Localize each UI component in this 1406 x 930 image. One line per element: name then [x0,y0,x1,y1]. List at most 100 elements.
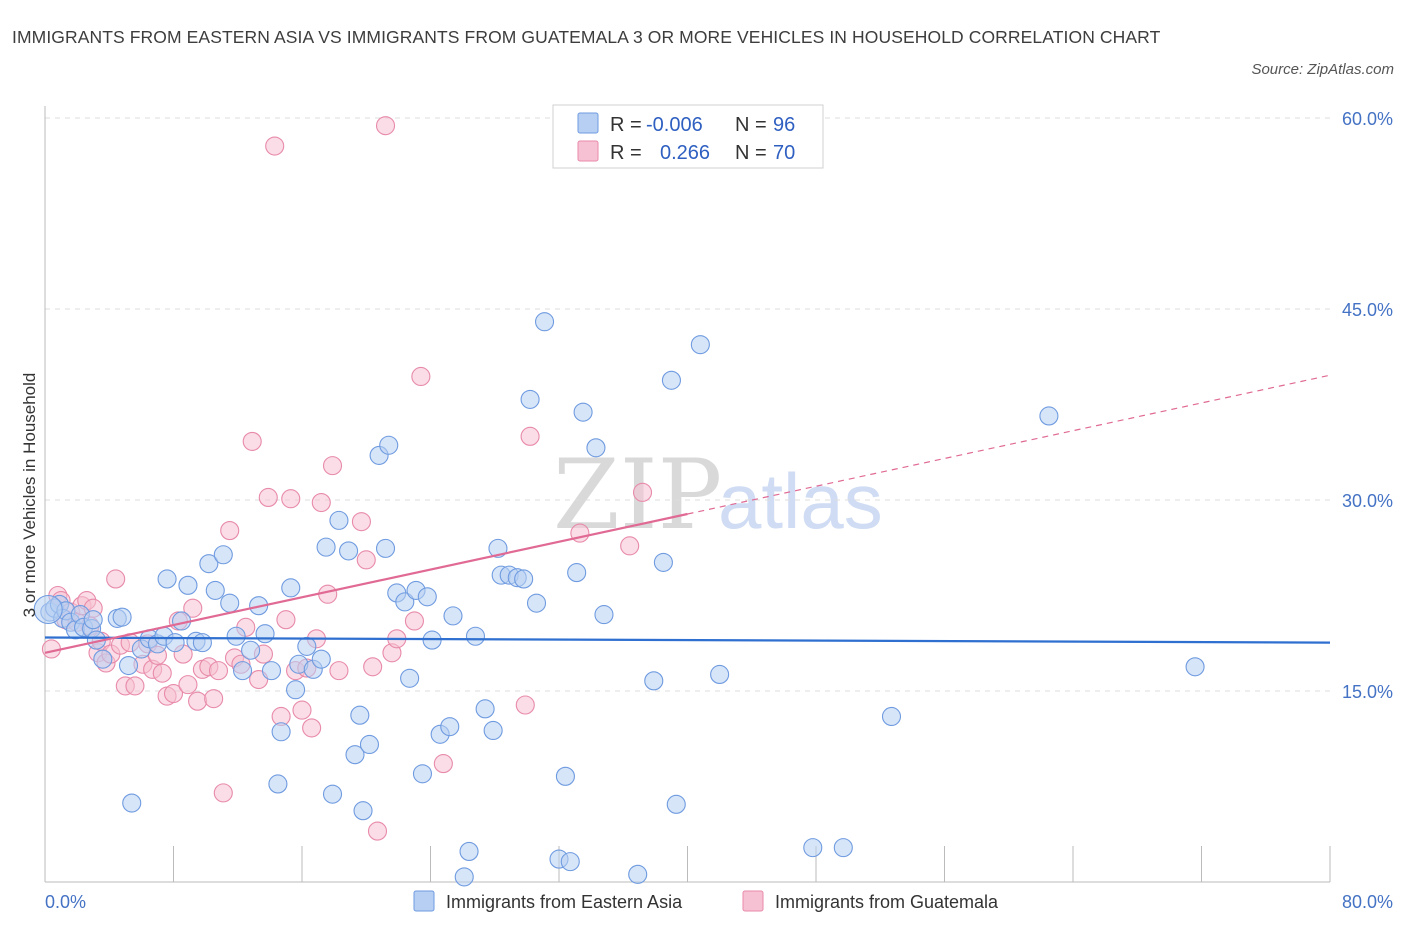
guatemala-point-65 [411,366,431,387]
eastern-asia-point-81 [560,852,580,872]
eastern-asia-point-52 [359,734,380,755]
eastern-asia-point-70 [483,720,503,741]
eastern-asia-point-61 [417,587,437,607]
trend-lines [44,374,1331,654]
eastern-asia-point-38 [271,722,291,742]
guatemala-point-57 [351,512,371,532]
bottom-legend-label-eastern-asia: Immigrants from Eastern Asia [446,892,683,912]
legend-swatch-guatemala [577,140,599,162]
eastern-asia-point-33 [241,640,261,660]
guatemala-point-55 [322,456,343,476]
eastern-asia-point-90 [666,794,686,814]
guatemala-point-59 [363,657,383,677]
chart-title: IMMIGRANTS FROM EASTERN ASIA VS IMMIGRAN… [12,27,1161,47]
eastern-asia-point-54 [375,538,396,558]
guatemala-point-67 [515,695,535,715]
trend-line-0 [44,636,1331,644]
guatemala-point-34 [208,661,229,681]
legend-r-label-b: R = [610,142,642,164]
eastern-asia-point-64 [440,717,460,737]
eastern-asia-point-65 [443,606,463,626]
y-axis-label: 3 or more Vehicles in Household [20,373,39,618]
eastern-asia-point-91 [690,335,710,355]
guatemala-point-61 [375,116,396,136]
eastern-asia-point-45 [316,537,336,557]
guatemala-point-49 [292,700,312,720]
source-label: Source: ZipAtlas.com [1251,61,1394,78]
guatemala-point-47 [281,489,301,509]
guatemala-point-60 [367,821,388,841]
eastern-asia-point-21 [157,569,177,589]
eastern-asia-point-66 [454,867,474,887]
guatemala-point-58 [356,550,376,570]
series-guatemala-points [41,116,653,841]
eastern-asia-point-78 [534,312,555,332]
axes [44,106,1331,883]
eastern-asia-point-47 [329,510,349,530]
eastern-asia-point-50 [350,705,370,725]
eastern-asia-point-30 [220,593,240,613]
guatemala-point-14 [106,569,126,589]
y-tick-label-3: 60.0% [1342,109,1393,129]
eastern-asia-point-32 [233,661,253,681]
eastern-asia-point-12 [93,649,113,669]
eastern-asia-point-16 [122,793,142,813]
eastern-asia-point-96 [1039,406,1059,426]
guatemala-point-54 [318,584,338,604]
legend-swatch-eastern-asia [577,112,599,134]
eastern-asia-point-44 [311,649,331,669]
eastern-asia-point-76 [520,389,540,409]
eastern-asia-point-60 [412,764,433,784]
watermark: ZIP atlas [553,439,883,551]
eastern-asia-point-82 [567,563,587,583]
eastern-asia-point-97 [1185,657,1205,677]
guatemala-point-71 [632,482,653,502]
y-tick-label-0: 15.0% [1342,682,1393,702]
bottom-legend-swatch-eastern-asia [413,890,435,912]
eastern-asia-point-46 [322,784,343,804]
guatemala-point-40 [242,431,262,451]
eastern-asia-cluster [33,594,63,625]
eastern-asia-point-10 [83,610,103,630]
x-tick-label-0: 0.0% [45,892,86,912]
eastern-asia-point-86 [628,864,648,884]
eastern-asia-point-22 [165,633,185,653]
eastern-asia-point-42 [297,636,317,656]
eastern-asia-point-27 [199,554,219,574]
eastern-asia-point-29 [213,545,233,565]
legend-r-label-a: R = [610,114,642,136]
eastern-asia-point-89 [661,370,681,390]
guatemala-point-25 [163,683,184,704]
guatemala-point-66 [433,754,453,774]
legend-r-value-b: 0.266 [660,142,710,164]
eastern-asia-point-28 [205,580,225,600]
eastern-asia-point-92 [710,664,730,684]
bottom-legend-label-guatemala: Immigrants from Guatemala [775,892,999,912]
eastern-asia-point-83 [573,402,593,422]
eastern-asia-point-39 [281,578,301,598]
x-tick-labels: 0.0% 80.0% [45,892,1393,912]
guatemala-point-43 [258,487,278,508]
guatemala-point-70 [620,536,640,556]
eastern-asia-point-69 [475,699,495,719]
guatemala-point-33 [204,689,224,709]
guatemala-point-35 [213,783,233,803]
guatemala-point-64 [404,611,424,631]
eastern-asia-point-37 [268,774,288,794]
eastern-asia-point-51 [353,801,373,821]
legend-n-value-b: 70 [773,142,795,164]
guatemala-point-30 [188,691,208,711]
y-tick-label-2: 45.0% [1342,300,1393,320]
eastern-asia-point-24 [178,575,198,595]
series-eastern-asia-points [33,312,1205,887]
guatemala-point-28 [178,675,198,695]
eastern-asia-point-93 [803,838,823,858]
eastern-asia-point-80 [555,766,575,786]
eastern-asia-point-36 [261,661,282,681]
eastern-asia-point-67 [459,841,479,861]
legend-n-value-a: 96 [773,114,795,136]
guatemala-point-53 [311,492,331,513]
guatemala-point-46 [276,610,296,630]
guatemala-point-18 [125,676,145,696]
